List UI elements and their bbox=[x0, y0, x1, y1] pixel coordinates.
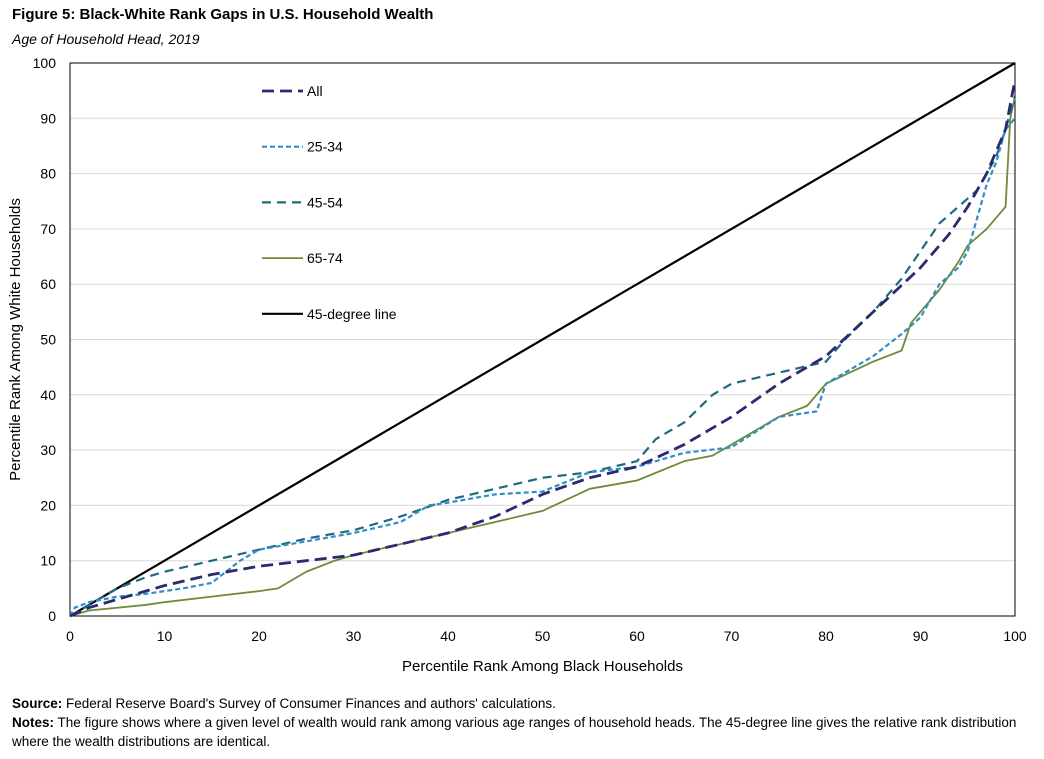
legend-label-25-34: 25-34 bbox=[307, 139, 343, 155]
x-tick-label: 10 bbox=[157, 628, 173, 644]
series-line-45-54 bbox=[69, 95, 1017, 617]
figure-subtitle: Age of Household Head, 2019 bbox=[12, 31, 200, 47]
series-line-65-74 bbox=[69, 95, 1016, 617]
x-axis-ticks: 0 10 20 30 40 50 60 70 80 90 100 bbox=[66, 628, 1027, 644]
series-line-45-degree-line bbox=[69, 62, 1016, 617]
legend-label-all: All bbox=[307, 83, 323, 99]
legend-label-45-degree-line: 45-degree line bbox=[307, 306, 397, 322]
x-tick-label: 100 bbox=[1003, 628, 1027, 644]
y-axis-ticks: 0 10 20 30 40 50 60 70 80 90 100 bbox=[33, 55, 57, 624]
x-tick-label: 90 bbox=[913, 628, 929, 644]
x-tick-label: 60 bbox=[629, 628, 645, 644]
x-tick-label: 20 bbox=[251, 628, 267, 644]
x-tick-label: 0 bbox=[66, 628, 74, 644]
y-tick-label: 70 bbox=[40, 221, 56, 237]
legend: All 25-34 45-54 65-74 45-degree line bbox=[262, 83, 397, 322]
notes: Notes: The figure shows where a given le… bbox=[12, 713, 1027, 751]
x-tick-label: 40 bbox=[440, 628, 456, 644]
plot-frame bbox=[69, 62, 1016, 617]
y-tick-label: 60 bbox=[40, 276, 56, 292]
y-tick-label: 0 bbox=[48, 608, 56, 624]
x-tick-label: 50 bbox=[535, 628, 551, 644]
y-axis-label: Percentile Rank Among White Households bbox=[7, 198, 24, 481]
y-tick-label: 40 bbox=[40, 387, 56, 403]
source-note: Source: Federal Reserve Board's Survey o… bbox=[12, 694, 1027, 713]
source-label: Source: bbox=[12, 696, 63, 711]
y-tick-label: 80 bbox=[40, 166, 56, 182]
x-tick-label: 30 bbox=[346, 628, 362, 644]
notes-text: The figure shows where a given level of … bbox=[12, 715, 1017, 749]
line-chart: 0 10 20 30 40 50 60 70 80 90 100 0 10 20 30 40 50 60 70 80… bbox=[7, 55, 1027, 675]
series-line-all bbox=[69, 79, 1017, 618]
legend-label-65-74: 65-74 bbox=[307, 250, 343, 266]
series-group bbox=[69, 62, 1017, 618]
x-axis-label: Percentile Rank Among Black Households bbox=[402, 658, 683, 675]
y-tick-label: 90 bbox=[40, 110, 56, 126]
x-tick-label: 70 bbox=[724, 628, 740, 644]
legend-label-45-54: 45-54 bbox=[307, 194, 343, 210]
series-line-25-34 bbox=[69, 117, 1016, 617]
x-tick-label: 80 bbox=[818, 628, 834, 644]
y-tick-label: 10 bbox=[40, 553, 56, 569]
y-tick-label: 50 bbox=[40, 332, 56, 348]
y-tick-label: 100 bbox=[33, 55, 57, 71]
figure-title: Figure 5: Black-White Rank Gaps in U.S. … bbox=[12, 6, 434, 23]
source-text: Federal Reserve Board's Survey of Consum… bbox=[62, 696, 556, 711]
y-tick-label: 20 bbox=[40, 497, 56, 513]
notes-label: Notes: bbox=[12, 715, 55, 730]
y-tick-label: 30 bbox=[40, 442, 56, 458]
